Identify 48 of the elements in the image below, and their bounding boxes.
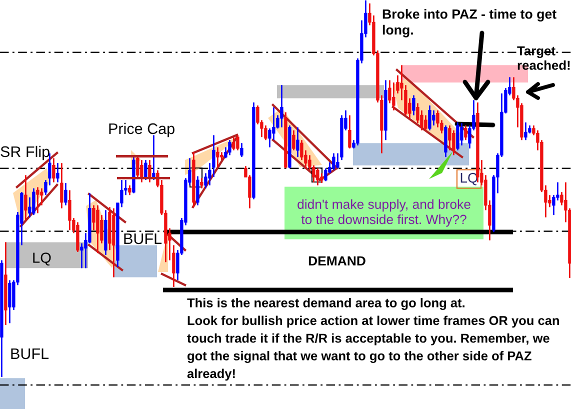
candlestick [432,110,436,126]
candlestick [8,280,12,324]
annotation: Price Cap [109,122,174,138]
annotation: DEMAND [308,256,366,266]
annotation: didn't make supply, and broke to the downside first. Why?? [298,199,470,227]
candlestick [464,124,468,141]
candlestick [196,176,200,206]
candlestick [428,104,432,132]
candlestick [52,158,56,183]
candlestick [232,136,236,151]
annotation: BUFL [11,348,49,360]
candlestick [348,114,352,150]
candlestick [36,186,40,214]
candlestick [292,130,296,151]
annotation: Broke into PAZ - time to get long. [382,9,556,38]
candlestick [332,152,336,171]
candlestick [128,184,132,196]
candlestick [60,162,64,209]
candlestick [412,94,416,116]
candlestick [68,190,72,231]
candlestick [148,159,152,183]
candlestick [296,126,300,158]
candlestick [320,172,324,184]
annotation: BUFL [124,233,162,244]
candlestick [236,134,240,151]
candlestick [460,122,464,146]
annotation: SR Flip [0,146,50,160]
candlestick [140,159,144,183]
candlestick [424,114,428,132]
candlestick [280,84,284,128]
candlestick [64,182,68,206]
annotation: This is the nearest demand area to go long at. Look for bullish price action at lower time frames OR you can touch trade it if the R/R is acceptable to you. Remember, we got the signal that we want to go to the other side of PAZ already! [187,298,559,381]
candlestick [456,122,460,151]
candlestick [144,159,148,181]
candlestick [200,177,204,190]
candlestick [448,124,452,151]
annotation: LQ [33,252,51,266]
candlestick [228,139,232,156]
candlestick [524,122,528,141]
candlestick [216,146,220,168]
candlestick [96,204,100,254]
candlestick [32,188,36,216]
candlestick [316,168,320,186]
candlestick [24,174,28,222]
candlestick [392,82,396,112]
candlestick [240,142,244,158]
candlestick [452,130,456,156]
candlestick [56,162,60,183]
